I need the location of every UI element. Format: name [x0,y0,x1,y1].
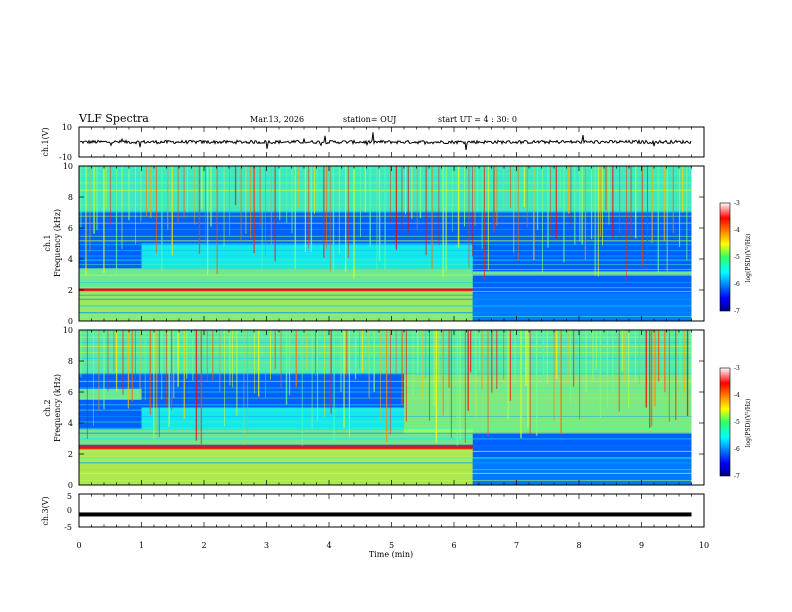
spec-ytick-label: 2 [68,286,73,295]
time-axis-ticklabels: 0 1 2 3 4 5 6 7 8 9 10 [76,541,709,550]
ch3-ylabel: ch.3(V) [41,496,50,525]
ch2-cb-tick-m7: -7 [734,473,740,480]
spec-ytick-label: 4 [68,419,73,428]
header-station: station= OUJ [343,115,396,124]
spec-ytick-label: 0 [68,481,73,490]
spec-band [472,457,692,485]
ch1-colorbar-label: log(PSD)(V²/Hz) [745,234,752,283]
time-tick-label: 1 [139,541,144,550]
ch2-spec-channel-label: ch.2 [43,399,52,416]
spec-band [141,407,404,430]
ch2-spec-yticks: 10 8 6 4 2 0 [63,326,704,490]
spec-band [79,444,473,450]
ch2-spec-xticks [78,330,705,485]
ch2-colorbar-label: log(PSD)(V²/Hz) [745,399,752,448]
ch1-cb-tick-m7: -7 [734,308,740,315]
ch1-cb-tick-m5: -5 [734,254,740,261]
ch3-ytick-bottom: -5 [64,523,72,532]
ch1-spec-channel-label: ch.1 [43,234,52,251]
time-axis-label: Time (min) [369,550,413,559]
header-start-ut: start UT = 4 : 30: 0 [438,115,517,124]
ch2-cb-tick-m5: -5 [734,419,740,426]
figure-title: VLF Spectra [78,112,149,125]
ch1-ylabel: ch.1(V) [41,127,50,156]
spec-band [79,330,692,374]
ch3-xtick-group [78,494,705,527]
spec-band [472,293,692,321]
time-tick-label: 6 [451,541,456,550]
ch1-spec-ylabel: Frequency (kHz) [53,209,62,277]
ch1-spectrogram-panel: 10 8 6 4 2 0 ch.1 Frequency (kHz) -3 -4 -5 -6… [43,162,752,326]
spec-band [404,373,692,434]
ch2-cb-tick-m3: -3 [734,365,740,372]
time-tick-label: 0 [76,541,81,550]
ch1-spec-xticks [78,166,705,321]
ch1-cb-tick-m4: -4 [734,227,740,234]
ch2-cb-tick-m6: -6 [734,446,740,453]
spec-ytick-label: 10 [63,162,73,171]
spec-ytick-label: 6 [68,224,73,233]
spec-band [79,447,473,485]
time-tick-label: 7 [514,541,519,550]
ch2-colorbar: -3 -4 -5 -6 -7 log(PSD)(V²/Hz) [719,365,752,480]
spec-band [79,388,142,400]
ch1-colorbar-gradient [719,202,731,312]
spec-band [472,271,692,275]
ch1-cb-tick-m6: -6 [734,281,740,288]
time-tick-label: 3 [264,541,269,550]
ch1-cb-tick-m3: -3 [734,200,740,207]
ch2-spec-ylabel: Frequency (kHz) [53,374,62,442]
ch3-ytick-top: 5 [67,492,72,501]
ch1-colorbar: -3 -4 -5 -6 -7 log(PSD)(V²/Hz) [719,200,752,315]
spec-ytick-label: 2 [68,450,73,459]
header-date: Mar.13, 2026 [250,115,304,124]
time-tick-label: 5 [389,541,394,550]
ch3-waveform-trace [79,512,692,517]
ch1-ytick-bottom: -10 [59,153,72,162]
time-tick-label: 4 [326,541,331,550]
ch3-ytick-mid: 0 [67,506,72,515]
time-tick-label: 10 [699,541,709,550]
ch1-waveform-trace [79,132,692,151]
ch1-xtick-group [78,127,705,157]
ch1-spectrogram-image [79,166,692,321]
spec-band [79,268,473,289]
spec-ytick-label: 4 [68,255,73,264]
ch3-waveform-panel: 5 0 -5 ch.3(V) 0 1 2 3 4 5 6 7 8 9 10 Time (min) [41,492,709,559]
ch2-colorbar-gradient [719,367,731,477]
ch2-spectrogram-panel: 10 8 6 4 2 0 ch.2 Frequency (kHz) -3 -4 -5 -6… [43,326,752,490]
spec-ytick-label: 0 [68,317,73,326]
time-tick-label: 9 [639,541,644,550]
ch2-spectrogram-image [79,330,692,485]
ch1-spec-yticks: 10 8 6 4 2 0 [63,162,704,326]
ch2-cb-tick-m4: -4 [734,392,740,399]
time-tick-label: 2 [201,541,206,550]
spec-ytick-label: 8 [68,357,73,366]
ch1-waveform-panel: 10 -10 ch.1(V) [41,123,705,162]
spec-band [79,288,473,292]
spec-ytick-label: 10 [63,326,73,335]
spec-ytick-label: 8 [68,193,73,202]
spec-ytick-label: 6 [68,388,73,397]
time-tick-label: 8 [576,541,581,550]
ch1-ytick-top: 10 [62,123,72,132]
